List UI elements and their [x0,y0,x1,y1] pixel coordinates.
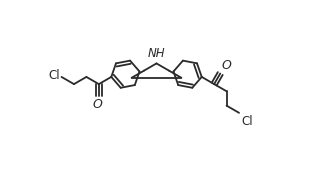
Text: Cl: Cl [241,115,253,128]
Text: NH: NH [148,47,165,60]
Text: O: O [221,58,231,71]
Text: Cl: Cl [48,69,59,82]
Text: O: O [93,98,103,111]
